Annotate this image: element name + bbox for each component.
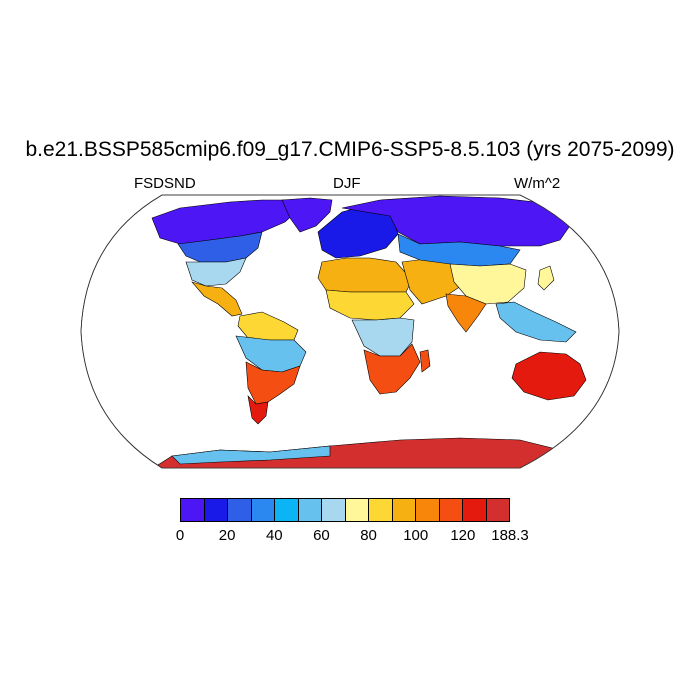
colorbar-label: 0 [175,527,185,544]
season-label: DJF [333,175,361,192]
colorbar-label: 80 [360,527,377,544]
colorbar-box [322,499,346,521]
map-outline [80,194,620,469]
colorbar-box [369,499,393,521]
region-southern-africa [363,343,421,395]
region-australia [511,351,587,401]
region-antarctica-edge [171,445,331,465]
region-sahara [325,289,415,321]
colorbar-box [345,499,369,521]
colorbar-box [275,499,299,521]
colorbar-label: 40 [265,527,283,544]
region-mexico-central-america [191,281,243,317]
colorbar-box [392,499,416,521]
region-southeast-asia [495,301,577,343]
colorbar-box [204,499,228,521]
colorbar-label: 60 [313,527,330,544]
colorbar-box [298,499,322,521]
region-central-africa [351,317,415,357]
land-masses [148,195,587,468]
colorbar-label: 120 [450,527,476,544]
region-russia-siberia [341,195,575,247]
region-north-america-south [185,257,247,287]
units-label: W/m^2 [514,175,561,192]
region-china [449,263,527,305]
region-japan [537,265,555,291]
region-patagonia [247,395,269,425]
colorbar-box [228,499,252,521]
colorbar-box [181,499,205,521]
colorbar-box [439,499,463,521]
colorbar [180,498,510,522]
colorbar-box [463,499,487,521]
region-india [445,293,487,333]
plot-title: b.e21.BSSP585cmip6.f09_g17.CMIP6-SSP5-8.… [25,138,675,161]
region-greenland [281,197,333,233]
colorbar-box [251,499,275,521]
colorbar-label: 188.3 [491,527,529,544]
region-south-america-south [245,361,301,405]
colorbar-box [416,499,440,521]
variable-name: FSDSND [134,175,196,192]
colorbar-label: 100 [403,527,429,544]
colorbar-label: 20 [218,527,236,544]
region-north-america-mid [177,231,263,263]
region-madagascar [419,349,431,373]
colorbar-box [486,499,509,521]
